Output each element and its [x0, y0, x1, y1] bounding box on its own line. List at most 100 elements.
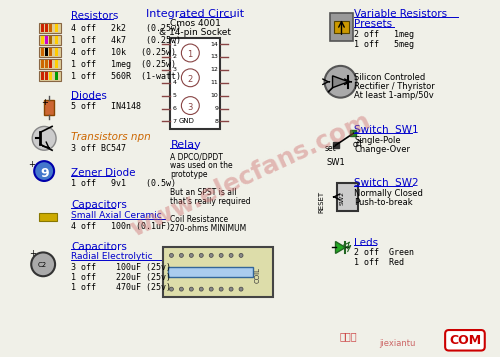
Text: SW1: SW1 [326, 158, 345, 167]
Bar [49, 48, 51, 56]
Text: 3: 3 [172, 67, 176, 72]
Text: 5 off   IN4148: 5 off IN4148 [71, 102, 141, 111]
Bar [55, 24, 58, 32]
Bar [55, 60, 58, 68]
Bar [164, 247, 273, 297]
Bar [334, 21, 349, 33]
Text: SW2: SW2 [340, 191, 344, 205]
Text: +: + [41, 97, 48, 107]
Bar [49, 36, 51, 44]
Text: Capacitors: Capacitors [71, 200, 127, 210]
Text: 2: 2 [188, 75, 192, 84]
Text: 11: 11 [210, 80, 218, 85]
Text: 4 off   2k2    (0.25w): 4 off 2k2 (0.25w) [71, 24, 181, 33]
Bar [41, 48, 43, 56]
Text: Small Axial Ceramic: Small Axial Ceramic [71, 211, 162, 220]
Bar [330, 13, 353, 41]
Bar [168, 267, 253, 277]
Text: Rectifier / Thyristor: Rectifier / Thyristor [354, 82, 435, 91]
Text: 6: 6 [172, 106, 176, 111]
Polygon shape [332, 76, 348, 88]
Text: 2: 2 [172, 55, 176, 60]
Text: prototype: prototype [170, 170, 208, 179]
Text: COM: COM [449, 334, 481, 347]
Bar [45, 24, 48, 32]
Text: 2 off  Green: 2 off Green [354, 248, 414, 257]
Bar [49, 72, 51, 80]
Text: 3: 3 [188, 102, 192, 112]
Text: +: + [28, 160, 35, 169]
Bar [44, 100, 54, 116]
Text: Relay: Relay [170, 140, 201, 150]
Text: Radial Electrolytic: Radial Electrolytic [71, 252, 152, 261]
Text: 8: 8 [214, 119, 218, 124]
Text: 1 off   1meg  (0.25w): 1 off 1meg (0.25w) [71, 60, 176, 69]
Text: Single-Pole: Single-Pole [354, 136, 401, 145]
Text: Integrated Circuit: Integrated Circuit [146, 9, 244, 19]
Bar [332, 142, 338, 148]
Text: Presets: Presets [354, 19, 393, 29]
Text: & 14-pin Socket: & 14-pin Socket [160, 28, 232, 37]
Circle shape [200, 253, 203, 257]
Text: 1 off   4k7    (0.25w): 1 off 4k7 (0.25w) [71, 36, 181, 45]
Text: 9: 9 [40, 167, 49, 180]
Text: Push-to-break: Push-to-break [354, 198, 413, 207]
Text: 1 off   9v1    (0.5w): 1 off 9v1 (0.5w) [71, 179, 176, 188]
Bar [45, 48, 48, 56]
Circle shape [182, 97, 200, 115]
Text: 270-ohms MINIMUM: 270-ohms MINIMUM [170, 223, 246, 233]
Circle shape [239, 287, 243, 291]
Circle shape [190, 287, 194, 291]
Text: www.elecfans.com: www.elecfans.com [126, 109, 374, 241]
Text: jiexiantu: jiexiantu [380, 339, 416, 348]
Circle shape [229, 253, 233, 257]
Bar [39, 59, 61, 69]
Text: Normally Closed: Normally Closed [354, 189, 424, 198]
Text: Variable Resistors: Variable Resistors [354, 9, 448, 19]
Text: 1: 1 [172, 41, 176, 46]
Bar [45, 60, 48, 68]
Text: Resistors: Resistors [71, 11, 118, 21]
Text: 7: 7 [172, 119, 176, 124]
Text: 接线图: 接线图 [340, 331, 357, 341]
Text: 9: 9 [214, 106, 218, 111]
Circle shape [170, 287, 173, 291]
Text: Switch  SW2: Switch SW2 [354, 178, 419, 188]
Bar [49, 24, 51, 32]
Text: 1 off    220uF (25v): 1 off 220uF (25v) [71, 273, 171, 282]
Text: Capacitors: Capacitors [71, 241, 127, 251]
Text: Zener Diode: Zener Diode [71, 168, 136, 178]
Bar [45, 36, 48, 44]
Text: 12: 12 [210, 67, 218, 72]
Circle shape [209, 253, 213, 257]
Circle shape [219, 287, 223, 291]
Text: 14: 14 [210, 41, 218, 46]
Circle shape [200, 287, 203, 291]
Bar [41, 60, 43, 68]
Text: Cmos 4001: Cmos 4001 [170, 19, 220, 28]
Circle shape [209, 287, 213, 291]
Text: C2: C2 [37, 262, 46, 268]
Text: 3 off    100uF (25v): 3 off 100uF (25v) [71, 263, 171, 272]
Bar [45, 72, 48, 80]
Text: Switch  SW1: Switch SW1 [354, 125, 419, 135]
Bar [41, 72, 43, 80]
Text: 1: 1 [188, 50, 192, 59]
Circle shape [34, 161, 54, 181]
Circle shape [32, 126, 56, 150]
Text: Diodes: Diodes [71, 91, 107, 101]
Circle shape [182, 69, 200, 87]
Text: 1 off    470uF (25v): 1 off 470uF (25v) [71, 283, 171, 292]
Circle shape [239, 253, 243, 257]
Text: RESET: RESET [318, 191, 324, 213]
Text: At least 1-amp/50v: At least 1-amp/50v [354, 91, 434, 100]
Circle shape [190, 253, 194, 257]
Text: +: + [29, 250, 36, 258]
Bar [39, 47, 61, 57]
Text: off: off [352, 140, 362, 149]
Circle shape [31, 252, 55, 276]
Circle shape [182, 44, 200, 62]
Text: Coil Resistance: Coil Resistance [170, 215, 228, 224]
Text: 1 off   5meg: 1 off 5meg [354, 40, 414, 49]
Circle shape [170, 253, 173, 257]
